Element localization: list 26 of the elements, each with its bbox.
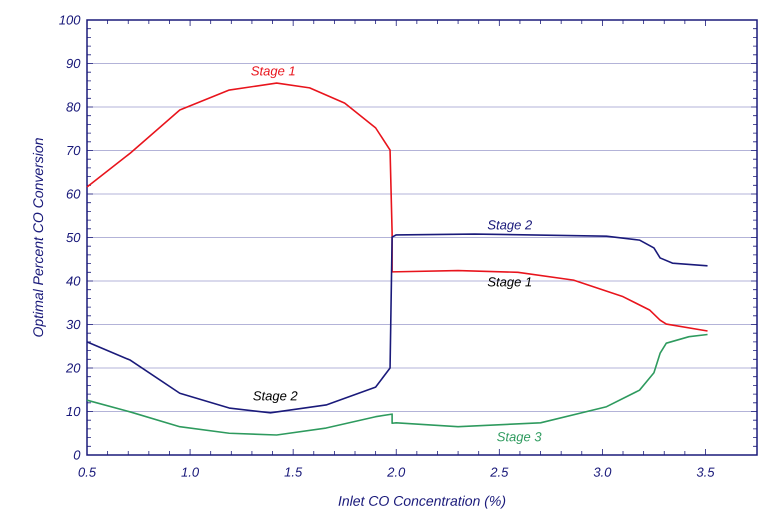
x-axis-title: Inlet CO Concentration (%) xyxy=(338,496,506,509)
x-tick-label: 3.5 xyxy=(696,468,715,477)
x-tick-label: 1.0 xyxy=(181,468,200,477)
annotation: Stage 2 xyxy=(253,391,298,404)
x-tick-label: 2.0 xyxy=(387,468,406,477)
y-tick-label: 0 xyxy=(74,450,80,460)
x-tick-label: 1.5 xyxy=(284,468,302,477)
x-tick-label: 2.5 xyxy=(490,468,508,477)
y-tick-label: 100 xyxy=(59,15,80,25)
series-label: Stage 2 xyxy=(488,220,532,232)
y-tick-label: 20 xyxy=(66,363,80,373)
y-tick-label: 90 xyxy=(66,58,80,68)
annotation: Stage 1 xyxy=(488,277,532,290)
y-tick-label: 60 xyxy=(66,189,80,199)
y-axis-title: Optimal Percent CO Conversion xyxy=(32,138,46,337)
x-tick-label: 0.5 xyxy=(78,468,96,477)
x-tick-label: 3.0 xyxy=(594,468,612,477)
y-tick-label: 10 xyxy=(66,406,80,416)
y-tick-label: 30 xyxy=(66,320,80,330)
series-label: Stage 3 xyxy=(497,432,542,444)
y-tick-label: 70 xyxy=(67,146,80,156)
series-label: Stage 1 xyxy=(251,66,295,78)
y-tick-label: 80 xyxy=(66,102,80,112)
y-tick-label: 50 xyxy=(66,232,80,242)
line-series xyxy=(86,82,708,332)
y-tick-label: 40 xyxy=(66,276,80,286)
